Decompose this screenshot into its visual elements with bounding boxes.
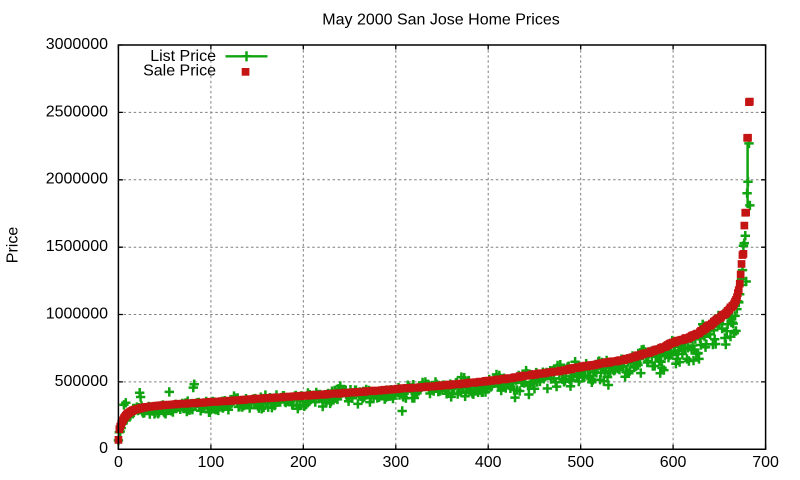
svg-text:0: 0 <box>114 454 123 471</box>
svg-text:500: 500 <box>567 454 594 471</box>
svg-text:0: 0 <box>99 440 108 457</box>
svg-text:2500000: 2500000 <box>46 103 108 120</box>
svg-text:May 2000 San Jose Home Prices: May 2000 San Jose Home Prices <box>322 12 559 29</box>
svg-text:600: 600 <box>660 454 687 471</box>
svg-text:2000000: 2000000 <box>46 171 108 188</box>
svg-text:1000000: 1000000 <box>46 305 108 322</box>
svg-text:Sale Price: Sale Price <box>143 63 216 80</box>
svg-text:500000: 500000 <box>55 373 108 390</box>
svg-text:700: 700 <box>752 454 779 471</box>
svg-text:1500000: 1500000 <box>46 238 108 255</box>
svg-text:100: 100 <box>198 454 225 471</box>
svg-text:Price: Price <box>5 227 22 264</box>
svg-text:400: 400 <box>475 454 502 471</box>
svg-text:300: 300 <box>382 454 409 471</box>
svg-text:200: 200 <box>290 454 317 471</box>
svg-text:List Price: List Price <box>150 48 216 65</box>
svg-text:3000000: 3000000 <box>46 36 108 53</box>
